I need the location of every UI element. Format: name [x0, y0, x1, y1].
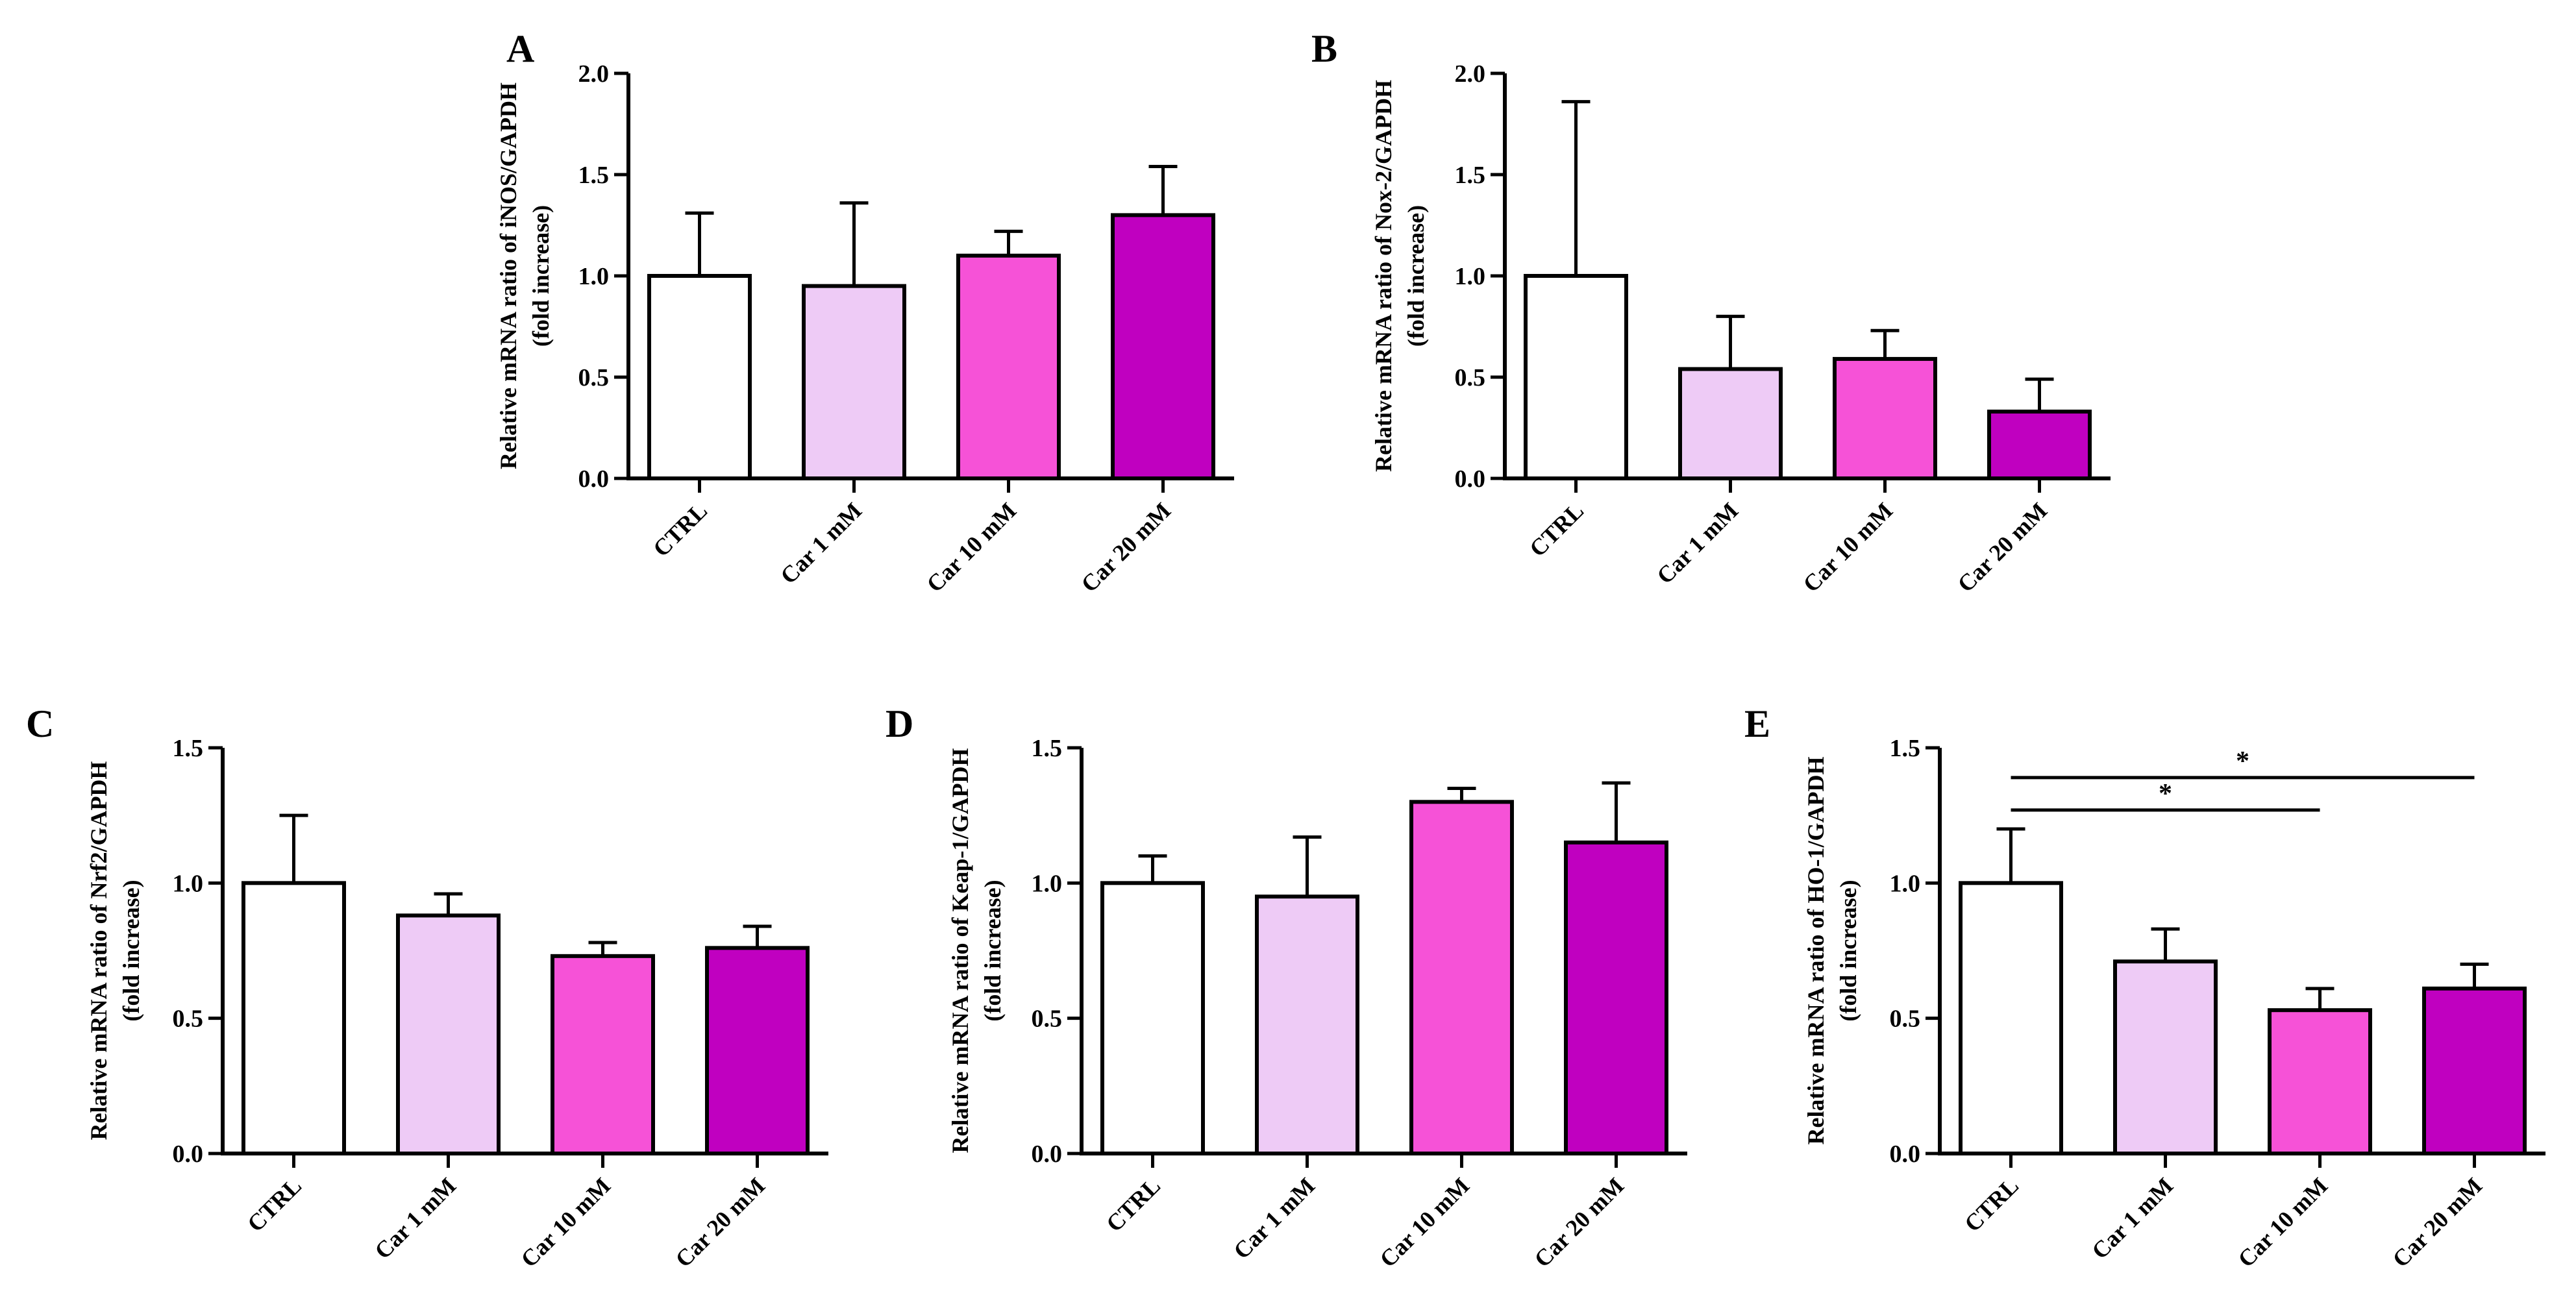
y-tick-label: 0.5 — [578, 364, 610, 391]
y-tick-label: 0.5 — [1455, 364, 1486, 391]
y-axis-label-secondary: (fold increase) — [118, 880, 144, 1021]
bar-car-1-mm — [396, 913, 501, 1156]
y-tick-label: 1.0 — [1890, 870, 1921, 897]
x-tick-label: Car 10 mM — [922, 497, 1022, 597]
x-tick-label: Car 10 mM — [1798, 497, 1898, 597]
bar-car-20-mm — [1564, 840, 1668, 1156]
y-tick-label: 0.0 — [1032, 1141, 1063, 1168]
x-tick-label: Car 20 mM — [1076, 497, 1176, 597]
y-axis-label-secondary: (fold increase) — [1403, 205, 1429, 347]
chart-panel-c: C Relative mRNA ratio of Nrf2/GAPDH (fold … — [26, 702, 828, 1272]
bar-ctrl — [1100, 881, 1205, 1156]
x-tick-label: Car 10 mM — [1375, 1172, 1475, 1272]
bar-ctrl — [1959, 881, 2063, 1156]
y-tick-label: 0.0 — [1890, 1141, 1921, 1168]
bar-ctrl — [647, 274, 752, 480]
y-tick-label: 1.0 — [1032, 870, 1063, 897]
y-tick-label: 0.5 — [173, 1006, 204, 1033]
x-tick-label: CTRL — [1524, 497, 1589, 561]
y-tick-label: 0.0 — [578, 465, 610, 493]
y-axis-label: Relative mRNA ratio of iNOS/GAPDH — [495, 82, 521, 469]
y-tick-label: 1.0 — [1455, 263, 1486, 290]
bar-ctrl — [242, 881, 346, 1156]
y-axis-label-secondary: (fold increase) — [1835, 880, 1861, 1021]
y-axis-label: Relative mRNA ratio of HO-1/GAPDH — [1803, 757, 1829, 1145]
y-tick-label: 1.0 — [578, 263, 610, 290]
chart-panel-d: D Relative mRNA ratio of Keap-1/GAPDH (fol… — [886, 702, 1687, 1272]
bar-car-20-mm — [705, 946, 810, 1156]
significance-marker: * — [2236, 747, 2249, 776]
y-tick-label: 1.5 — [1032, 735, 1063, 762]
y-tick-label: 2.0 — [1455, 60, 1486, 88]
panel-label: D — [886, 702, 913, 745]
x-tick-label: Car 1 mM — [1228, 1172, 1320, 1264]
bar-car-20-mm — [1111, 213, 1215, 480]
x-tick-label: Car 1 mM — [369, 1172, 461, 1264]
bar-car-1-mm — [1255, 895, 1359, 1155]
y-tick-label: 0.0 — [1455, 465, 1486, 493]
panel-label: A — [506, 27, 534, 70]
bar-car-1-mm — [802, 284, 906, 480]
y-tick-label: 0.0 — [173, 1141, 204, 1168]
x-tick-label: Car 20 mM — [2388, 1172, 2488, 1272]
bar-car-20-mm — [1987, 410, 2092, 480]
chart-panel-a: A Relative mRNA ratio of iNOS/GAPDH (fold … — [495, 27, 1234, 597]
y-tick-label: 1.5 — [1890, 735, 1921, 762]
x-tick-label: CTRL — [242, 1172, 306, 1237]
x-tick-label: Car 20 mM — [671, 1172, 771, 1272]
bar-car-10-mm — [1409, 800, 1514, 1156]
x-tick-label: CTRL — [648, 497, 712, 561]
x-tick-label: CTRL — [1959, 1172, 2024, 1237]
panel-label: B — [1311, 27, 1337, 70]
chart-panel-b: B Relative mRNA ratio of Nox-2/GAPDH (fold… — [1311, 27, 2111, 597]
y-axis-label: Relative mRNA ratio of Keap-1/GAPDH — [947, 748, 973, 1154]
bar-car-20-mm — [2422, 986, 2527, 1156]
y-axis-label-secondary: (fold increase) — [528, 205, 554, 347]
chart-panel-e: E Relative mRNA ratio of HO-1/GAPDH (fold … — [1744, 702, 2545, 1272]
y-axis-label: Relative mRNA ratio of Nrf2/GAPDH — [86, 761, 112, 1141]
x-tick-label: Car 1 mM — [775, 497, 867, 589]
x-tick-label: Car 20 mM — [1530, 1172, 1629, 1272]
significance-marker: * — [2159, 779, 2172, 809]
x-tick-label: CTRL — [1101, 1172, 1165, 1237]
y-tick-label: 0.5 — [1890, 1006, 1921, 1033]
y-tick-label: 1.5 — [578, 162, 610, 189]
bar-car-10-mm — [551, 954, 655, 1156]
bar-car-10-mm — [1833, 356, 1937, 480]
x-tick-label: Car 1 mM — [2087, 1172, 2178, 1264]
bar-car-10-mm — [2268, 1008, 2372, 1155]
x-tick-label: Car 10 mM — [516, 1172, 616, 1272]
y-axis-label: Relative mRNA ratio of Nox-2/GAPDH — [1370, 80, 1396, 472]
x-tick-label: Car 10 mM — [2233, 1172, 2333, 1272]
y-tick-label: 2.0 — [578, 60, 610, 88]
x-tick-label: Car 20 mM — [1953, 497, 2053, 597]
bar-car-1-mm — [2113, 959, 2218, 1155]
panel-label: C — [26, 702, 54, 745]
y-tick-label: 1.5 — [1455, 162, 1486, 189]
y-tick-label: 1.5 — [173, 735, 204, 762]
y-tick-label: 0.5 — [1032, 1006, 1063, 1033]
bar-car-1-mm — [1678, 367, 1783, 481]
y-tick-label: 1.0 — [173, 870, 204, 897]
y-axis-label-secondary: (fold increase) — [980, 880, 1006, 1021]
bar-ctrl — [1524, 274, 1628, 480]
x-tick-label: Car 1 mM — [1652, 497, 1743, 589]
bar-car-10-mm — [956, 253, 1061, 480]
panel-label: E — [1744, 702, 1770, 745]
